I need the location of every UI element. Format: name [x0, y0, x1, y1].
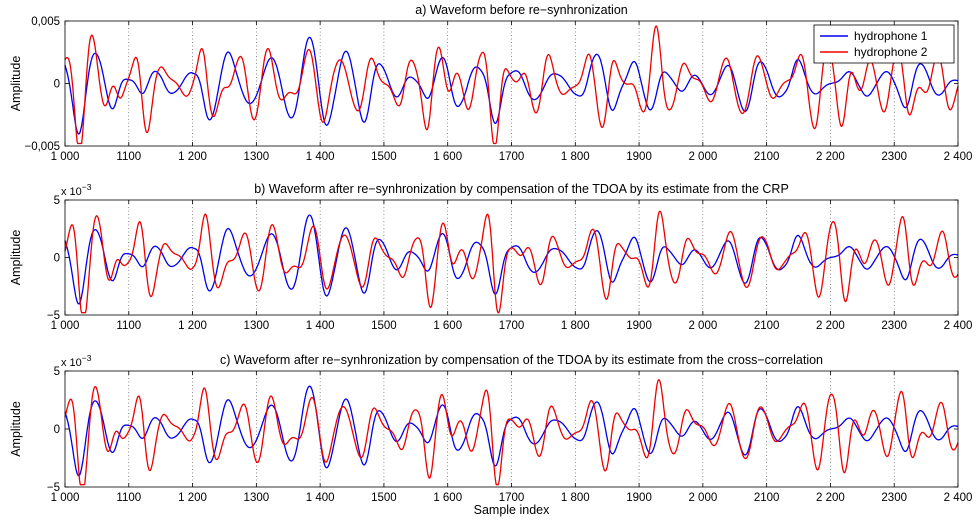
x-tick-label: 2 000 — [688, 492, 717, 504]
x-tick-label: 1300 — [244, 151, 270, 163]
x-tick-label: 2 400 — [944, 151, 973, 163]
x-tick-label: 1 800 — [561, 492, 590, 504]
x-tick-label: 1700 — [499, 320, 525, 332]
x-tick-label: 1100 — [116, 320, 141, 332]
y-tick-label: 5 — [54, 366, 60, 378]
y-exponent-label: x 10−3 — [61, 182, 92, 198]
x-tick-label: 1500 — [371, 320, 397, 332]
x-tick-label: 1500 — [371, 492, 397, 504]
y-axis-label: Amplitude — [9, 401, 23, 457]
x-tick-label: 2 000 — [688, 320, 717, 332]
x-tick-label: 2300 — [881, 151, 907, 163]
y-tick-label: 5 — [54, 195, 60, 207]
x-tick-label: 1300 — [244, 492, 270, 504]
y-tick-label: −5 — [47, 482, 60, 494]
x-tick-label: 1 600 — [433, 492, 462, 504]
x-tick-label: 2300 — [881, 492, 907, 504]
x-tick-label: 1900 — [626, 151, 652, 163]
chart-title: b) Waveform after re−synhronization by c… — [254, 182, 789, 196]
x-tick-label: 1100 — [116, 492, 141, 504]
legend-entry-1: hydrophone 1 — [854, 29, 928, 43]
x-tick-label: 2 400 — [944, 492, 973, 504]
series-line-2 — [64, 25, 959, 145]
x-tick-label: 1300 — [244, 320, 270, 332]
chart-panel-3: 1 000 1100 1 200 1300 1 400 1500 1 600 1700 1 80… — [9, 353, 972, 517]
x-tick-label: 1900 — [626, 492, 652, 504]
y-tick-label: −0,005 — [25, 141, 61, 153]
y-tick-label: −5 — [47, 310, 60, 322]
legend: hydrophone 1 hydrophone 2 — [813, 24, 955, 64]
x-tick-label: 1 800 — [561, 151, 590, 163]
plot-area — [65, 200, 958, 315]
x-tick-label: 2100 — [754, 492, 780, 504]
series-line-2 — [64, 379, 959, 486]
x-tick-label: 1500 — [371, 151, 397, 163]
x-tick-label: 2 400 — [944, 320, 973, 332]
y-tick-label: 0 — [54, 79, 60, 91]
x-tick-label: 2 200 — [816, 320, 845, 332]
y-tick-label: 0,005 — [31, 16, 60, 28]
y-tick-label: 0 — [54, 424, 60, 436]
y-exponent-power: −3 — [82, 353, 92, 363]
x-tick-label: 1 400 — [306, 320, 335, 332]
x-tick-label: 2 200 — [816, 492, 845, 504]
x-tick-label: 1 200 — [178, 320, 207, 332]
x-tick-label: 1700 — [499, 151, 525, 163]
legend-box — [813, 24, 955, 64]
series-line-1 — [64, 36, 959, 135]
x-tick-label: 2100 — [754, 151, 780, 163]
x-tick-label: 2100 — [754, 320, 780, 332]
y-axis-label: Amplitude — [9, 56, 23, 112]
x-tick-label: 1 000 — [51, 320, 80, 332]
y-exponent-base: x 10 — [61, 186, 82, 198]
x-tick-label: 1 600 — [433, 151, 462, 163]
x-tick-label: 1 400 — [306, 151, 335, 163]
x-tick-label: 1 800 — [561, 320, 590, 332]
x-tick-label: 2300 — [881, 320, 907, 332]
x-tick-label: 1 600 — [433, 320, 462, 332]
x-tick-label: 1900 — [626, 320, 652, 332]
x-tick-label: 1100 — [116, 151, 141, 163]
y-exponent-power: −3 — [82, 182, 92, 192]
y-axis-label: Amplitude — [9, 230, 23, 286]
x-tick-label: 1 000 — [51, 151, 80, 163]
series-line-2 — [64, 210, 959, 314]
y-tick-label: 0 — [54, 253, 60, 265]
y-exponent-label: x 10−3 — [61, 353, 92, 369]
x-tick-label: 1 200 — [178, 151, 207, 163]
x-tick-label: 1 200 — [178, 492, 207, 504]
legend-entry-2: hydrophone 2 — [854, 45, 928, 59]
plot-area — [65, 21, 958, 146]
x-tick-label: 2 200 — [816, 151, 845, 163]
x-tick-label: 1 000 — [51, 492, 80, 504]
x-axis-label: Sample index — [474, 503, 550, 517]
x-tick-label: 2 000 — [688, 151, 717, 163]
chart-panel-2: 1 000 1100 1 200 1300 1 400 1500 1 600 1700 1 80… — [9, 182, 972, 332]
plot-area — [65, 371, 958, 487]
chart-panel-1: 1 000 1100 1 200 1300 1 400 1500 1 600 1700 1 80… — [9, 3, 972, 163]
y-exponent-base: x 10 — [61, 357, 82, 369]
x-tick-label: 1700 — [499, 492, 525, 504]
chart-title: c) Waveform after re−synhronization by c… — [220, 353, 823, 367]
x-tick-label: 1 400 — [306, 492, 335, 504]
chart-title: a) Waveform before re−synhronization — [415, 3, 628, 17]
